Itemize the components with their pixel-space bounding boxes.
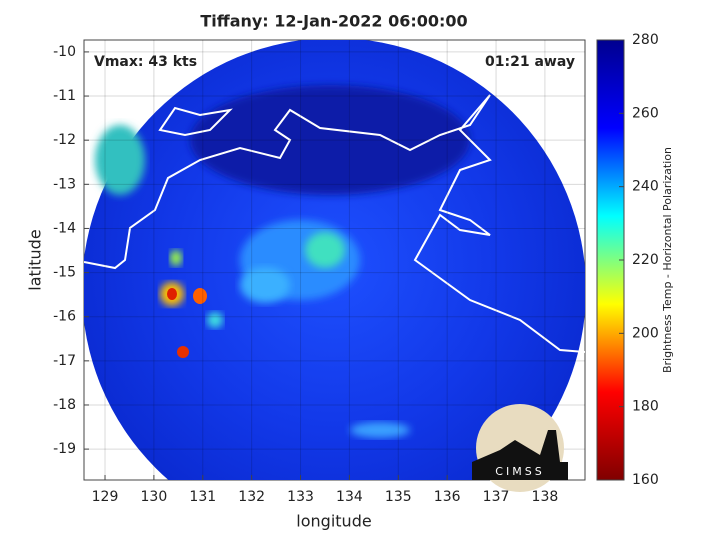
y-tick-label: -13	[53, 176, 76, 192]
y-tick-label: -10	[53, 44, 76, 60]
x-tick-label: 129	[92, 489, 119, 505]
annotation: Vmax: 43 kts	[94, 54, 197, 70]
y-tick-label: -15	[53, 265, 76, 281]
y-tick-label: -17	[53, 353, 76, 369]
y-tick-label: -19	[53, 441, 76, 457]
x-tick-label: 132	[238, 489, 265, 505]
colorbar-tick-label: 260	[632, 105, 659, 121]
y-tick-label: -18	[53, 397, 76, 413]
x-tick-label: 130	[141, 489, 168, 505]
y-tick-label: -16	[53, 309, 76, 325]
satellite-image	[84, 40, 585, 480]
y-axis-label: latitude	[26, 229, 45, 290]
logo-text: CIMSS	[495, 465, 544, 478]
colorbar-tick-label: 240	[632, 179, 659, 195]
colorbar-tick-label: 200	[632, 325, 659, 341]
colorbar-tick-label: 160	[632, 472, 659, 488]
y-tick-label: -11	[53, 88, 76, 104]
chart-title: Tiffany: 12-Jan-2022 06:00:00	[200, 12, 467, 31]
x-tick-label: 134	[336, 489, 363, 505]
annotation: 01:21 away	[485, 54, 575, 70]
logo: CIMSS	[472, 404, 568, 492]
x-tick-label: 136	[434, 489, 461, 505]
x-tick-label: 131	[189, 489, 216, 505]
x-axis-label: longitude	[296, 512, 371, 531]
x-tick-label: 135	[385, 489, 412, 505]
colorbar-tick-label: 280	[632, 32, 659, 48]
x-tick-label: 137	[483, 489, 510, 505]
y-tick-label: -12	[53, 132, 76, 148]
colorbar-label: Brightness Temp - Horizontal Polarizatio…	[661, 147, 674, 373]
x-tick-label: 138	[532, 489, 559, 505]
colorbar-tick-label: 220	[632, 252, 659, 268]
colorbar-tick-label: 180	[632, 399, 659, 415]
y-tick-label: -14	[53, 220, 76, 236]
x-tick-label: 133	[287, 489, 314, 505]
